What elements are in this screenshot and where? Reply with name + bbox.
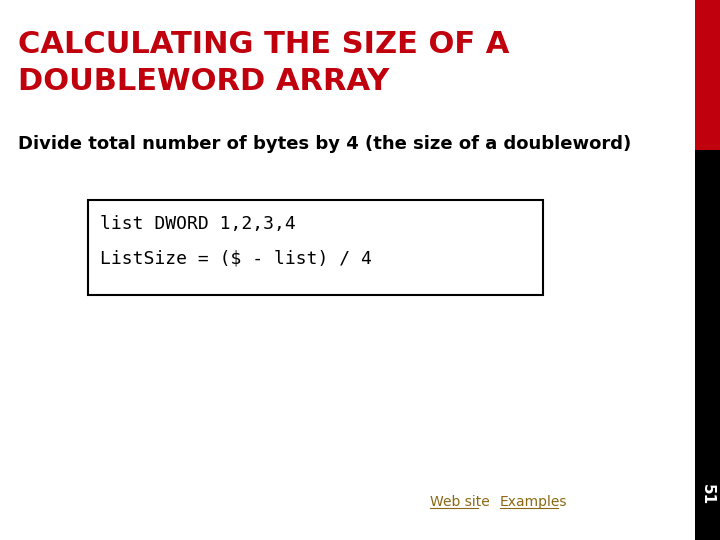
Text: ListSize = ($ - list) / 4: ListSize = ($ - list) / 4 [100, 250, 372, 268]
Bar [695, 0, 720, 150]
Text: list DWORD 1,2,3,4: list DWORD 1,2,3,4 [100, 215, 296, 233]
Bar [695, 150, 720, 540]
Bar [88, 200, 543, 295]
Text: 51: 51 [700, 484, 714, 505]
Text: Examples: Examples [500, 495, 567, 509]
Text: Divide total number of bytes by 4 (the size of a doubleword): Divide total number of bytes by 4 (the s… [18, 135, 631, 153]
Text: Web site: Web site [430, 495, 490, 509]
Text: CALCULATING THE SIZE OF A: CALCULATING THE SIZE OF A [18, 30, 509, 59]
Text: DOUBLEWORD ARRAY: DOUBLEWORD ARRAY [18, 67, 390, 96]
